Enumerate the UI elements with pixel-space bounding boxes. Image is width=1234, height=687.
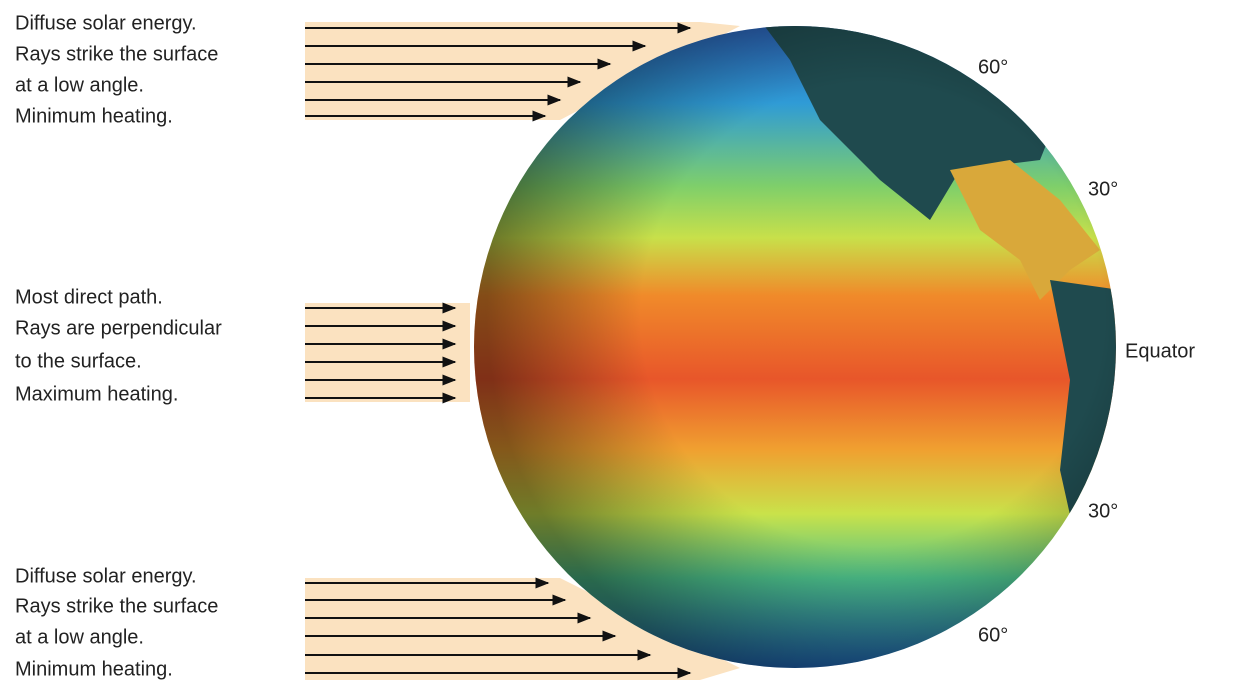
caption-line: Maximum heating. [15, 383, 178, 405]
latitude-label: Equator [1125, 340, 1195, 362]
latitude-label: 60° [978, 624, 1008, 646]
caption-line: Diffuse solar energy. [15, 12, 197, 34]
caption-line: at a low angle. [15, 626, 144, 648]
caption-line: to the surface. [15, 350, 142, 372]
caption-line: Rays strike the surface [15, 595, 218, 617]
caption-line: Rays strike the surface [15, 43, 218, 65]
caption-line: Minimum heating. [15, 105, 173, 127]
caption-line: Diffuse solar energy. [15, 565, 197, 587]
latitude-label: 60° [978, 56, 1008, 78]
latitude-label: 30° [1088, 500, 1118, 522]
caption-line: Rays are perpendicular [15, 317, 222, 339]
caption-line: Minimum heating. [15, 658, 173, 680]
caption-line: at a low angle. [15, 74, 144, 96]
globe [474, 20, 1120, 668]
latitude-label: 30° [1088, 178, 1118, 200]
caption-line: Most direct path. [15, 286, 163, 308]
diagram: Diffuse solar energy. Rays strike the sur… [0, 0, 1234, 687]
